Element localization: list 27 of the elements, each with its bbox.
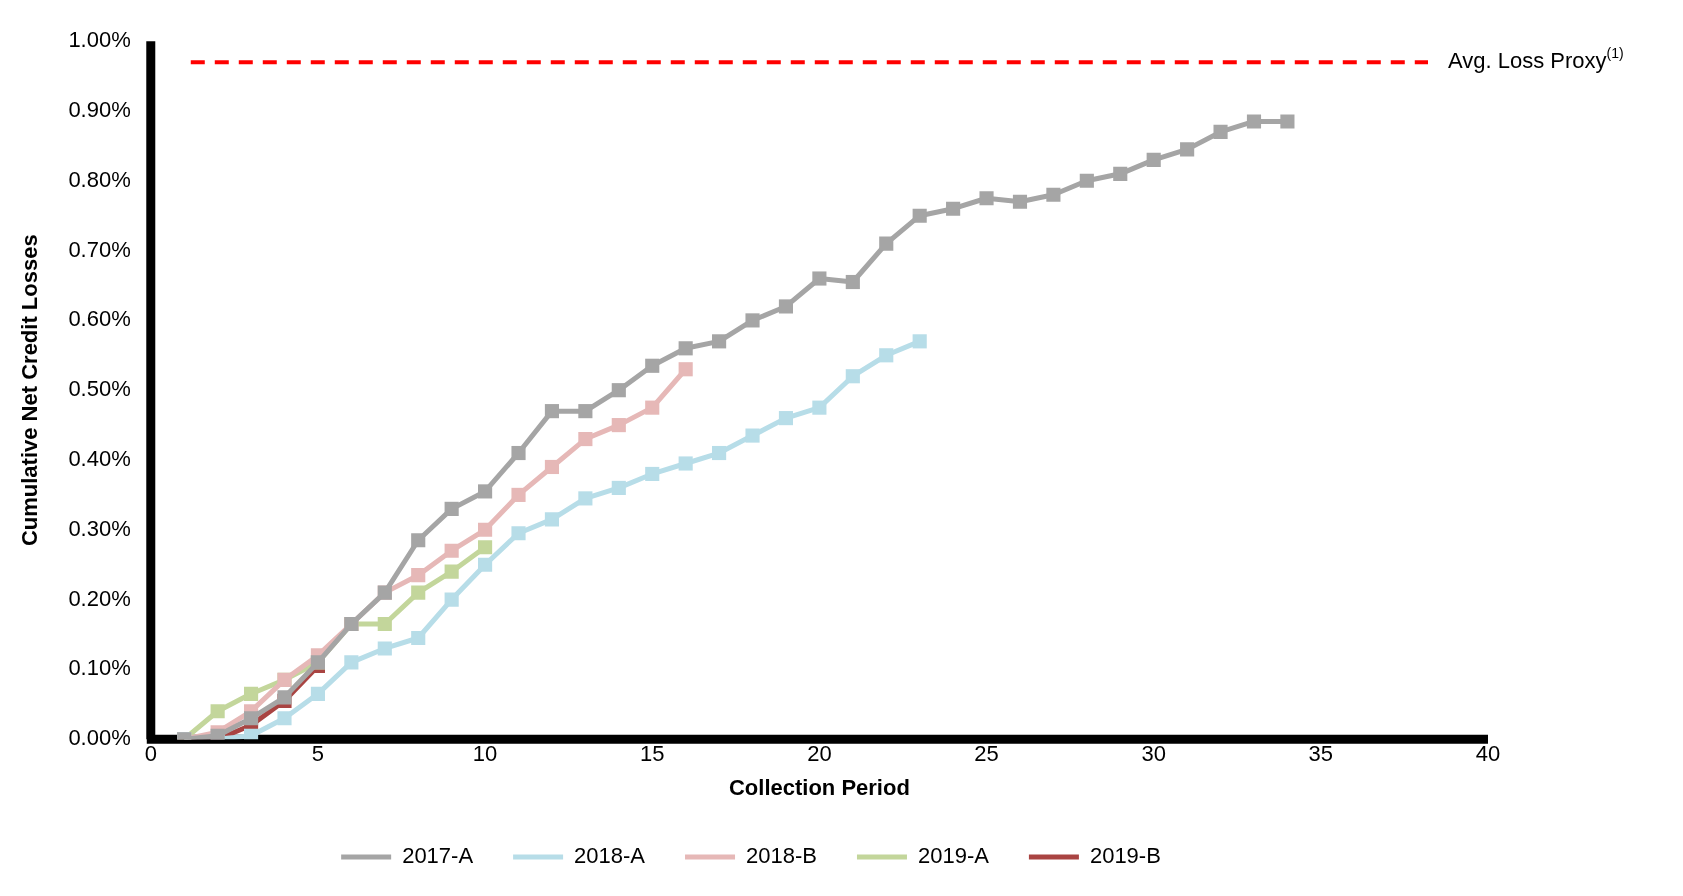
y-tick-label: 0.20% [68, 585, 131, 611]
x-tick-label: 5 [311, 741, 325, 767]
y-tick-label: 0.80% [68, 166, 131, 192]
y-tick-label: 0.40% [68, 446, 131, 472]
y-tick-label: 0.10% [68, 655, 131, 681]
x-tick-label: 25 [974, 741, 999, 767]
y-axis-title: Cumulative Net Credit Losses [17, 234, 43, 547]
y-tick-label: 0.50% [68, 376, 131, 402]
legend-label: 2019-B [1089, 843, 1161, 869]
x-tick-label: 0 [144, 741, 157, 767]
y-tick-label: 0.60% [68, 306, 131, 332]
y-tick-label: 0.90% [68, 97, 131, 123]
x-tick-label: 15 [640, 741, 665, 767]
x-tick-label: 10 [472, 741, 498, 767]
y-tick-label: 0.30% [68, 515, 131, 541]
x-axis-title: Collection Period [728, 774, 910, 800]
y-tick-label: 0.00% [68, 725, 131, 751]
x-tick-label: 20 [807, 741, 832, 767]
legend-label: 2018-A [574, 843, 646, 869]
x-tick-label: 30 [1141, 741, 1166, 767]
y-tick-label: 0.70% [68, 236, 131, 262]
legend-label: 2019-A [917, 843, 990, 869]
legend-label: 2018-B [746, 843, 817, 869]
legend-label: 2017-A [402, 843, 474, 869]
x-tick-label: 35 [1308, 741, 1334, 767]
y-tick-label: 1.00% [68, 27, 131, 53]
x-tick-label: 40 [1475, 741, 1501, 767]
